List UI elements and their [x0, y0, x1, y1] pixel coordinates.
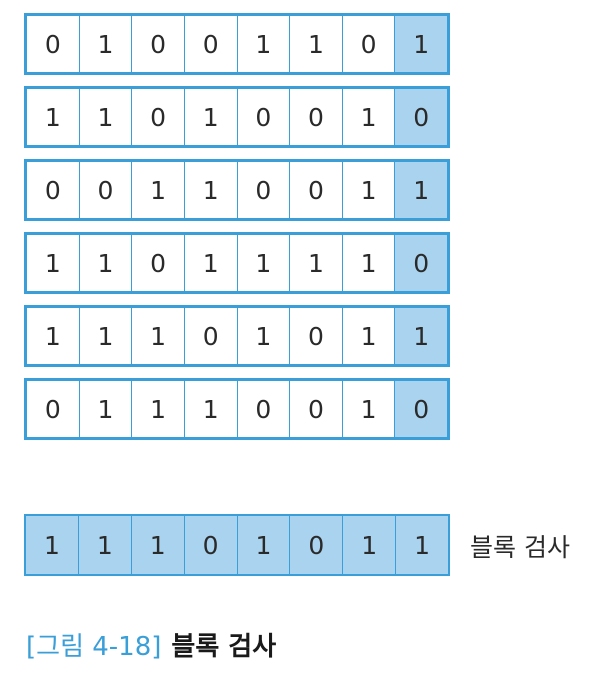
- bit-cell: 0: [238, 89, 291, 145]
- parity-bit-cell: 0: [395, 89, 447, 145]
- check-bit-cell: 1: [78, 516, 132, 574]
- bit-cell: 1: [27, 308, 80, 364]
- bit-cell: 1: [80, 89, 133, 145]
- bit-cell: 0: [290, 162, 343, 218]
- parity-bit-cell: 0: [395, 235, 447, 291]
- check-bit-cell: 0: [290, 516, 344, 574]
- check-bit-cell: 1: [396, 516, 448, 574]
- bit-cell: 0: [27, 162, 80, 218]
- bit-cell: 1: [80, 308, 133, 364]
- data-row: 0 1 1 1 0 0 1 0: [24, 378, 450, 440]
- bit-cell: 0: [343, 16, 396, 72]
- block-check-row: 1 1 1 0 1 0 1 1: [24, 514, 450, 576]
- bit-cell: 1: [80, 16, 133, 72]
- parity-bit-cell: 0: [395, 381, 447, 437]
- bit-cell: 1: [132, 162, 185, 218]
- check-bit-cell: 0: [184, 516, 238, 574]
- bit-cell: 0: [132, 16, 185, 72]
- bit-cell: 1: [132, 381, 185, 437]
- bit-cell: 1: [290, 16, 343, 72]
- bit-cell: 1: [343, 89, 396, 145]
- bit-cell: 0: [290, 381, 343, 437]
- figure-number: [그림 4-18]: [26, 632, 162, 662]
- bit-cell: 1: [238, 16, 291, 72]
- bit-cell: 1: [80, 381, 133, 437]
- bit-cell: 0: [290, 89, 343, 145]
- data-row: 0 1 0 0 1 1 0 1: [24, 13, 450, 75]
- bit-cell: 0: [80, 162, 133, 218]
- bit-cell: 1: [27, 89, 80, 145]
- data-row: 1 1 0 1 0 0 1 0: [24, 86, 450, 148]
- bit-cell: 1: [185, 89, 238, 145]
- data-row: 0 0 1 1 0 0 1 1: [24, 159, 450, 221]
- parity-bit-cell: 1: [395, 162, 447, 218]
- data-row: 1 1 1 0 1 0 1 1: [24, 305, 450, 367]
- check-bit-cell: 1: [343, 516, 397, 574]
- bit-cell: 0: [185, 308, 238, 364]
- bit-cell: 0: [132, 235, 185, 291]
- bit-cell: 1: [80, 235, 133, 291]
- parity-bit-cell: 1: [395, 16, 447, 72]
- bit-cell: 1: [343, 381, 396, 437]
- bit-cell: 0: [27, 16, 80, 72]
- bit-cell: 1: [238, 308, 291, 364]
- bit-cell: 0: [132, 89, 185, 145]
- bit-cell: 1: [185, 235, 238, 291]
- bit-cell: 1: [343, 235, 396, 291]
- bit-cell: 0: [238, 381, 291, 437]
- bit-cell: 1: [290, 235, 343, 291]
- check-bit-cell: 1: [26, 516, 79, 574]
- figure-caption: [그림 4-18] 블록 검사: [26, 626, 276, 663]
- bit-cell: 1: [238, 235, 291, 291]
- bit-cell: 0: [290, 308, 343, 364]
- bit-cell: 0: [185, 16, 238, 72]
- bit-cell: 0: [238, 162, 291, 218]
- check-bit-cell: 1: [237, 516, 291, 574]
- bit-cell: 1: [132, 308, 185, 364]
- block-check-label: 블록 검사: [470, 533, 570, 562]
- bit-cell: 1: [343, 162, 396, 218]
- figure-title: 블록 검사: [171, 632, 277, 662]
- bit-cell: 1: [343, 308, 396, 364]
- bit-cell: 1: [185, 381, 238, 437]
- parity-bit-cell: 1: [395, 308, 447, 364]
- bit-cell: 1: [27, 235, 80, 291]
- data-row: 1 1 0 1 1 1 1 0: [24, 232, 450, 294]
- check-bit-cell: 1: [131, 516, 185, 574]
- bit-cell: 1: [185, 162, 238, 218]
- bit-cell: 0: [27, 381, 80, 437]
